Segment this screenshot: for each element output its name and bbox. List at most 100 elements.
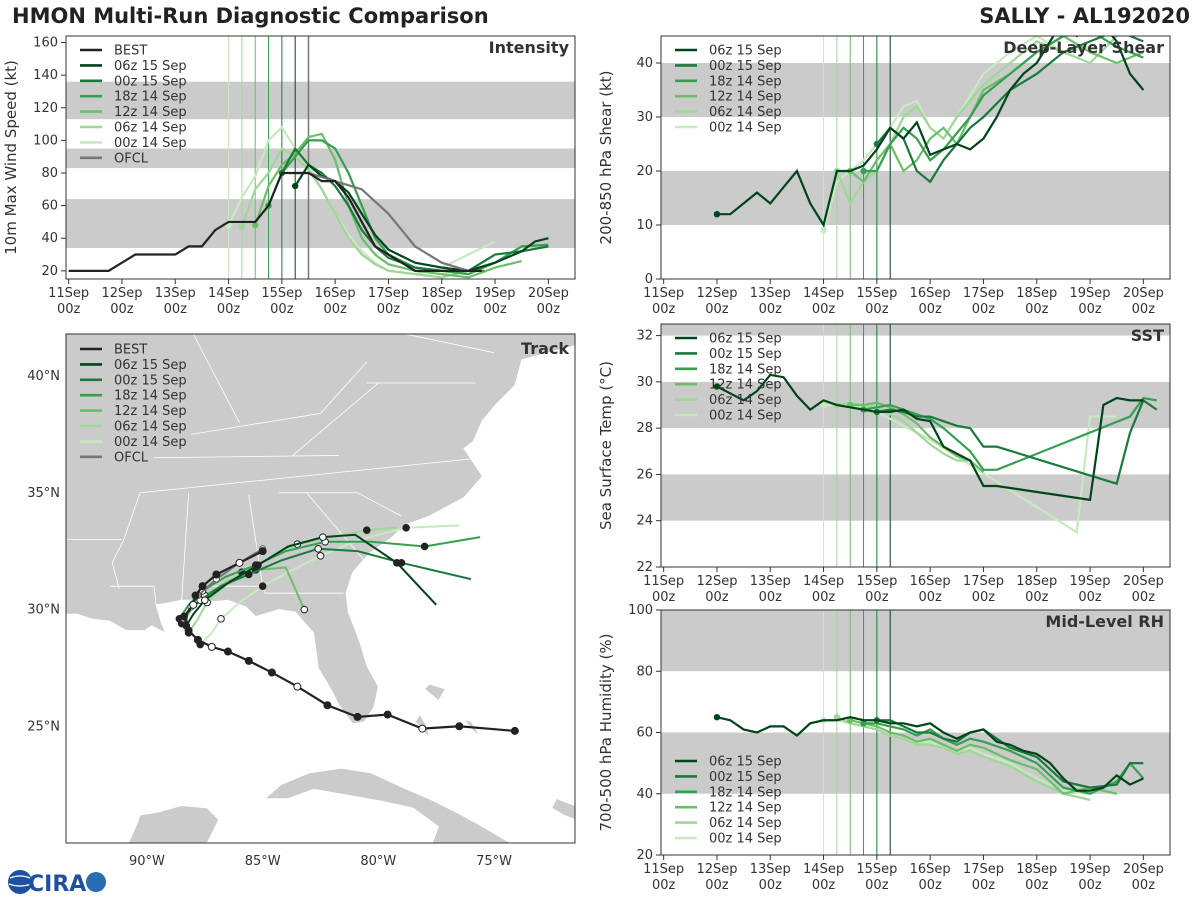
rh-ytick-label: 80 <box>636 664 653 679</box>
intensity-frame <box>65 35 576 280</box>
sst-plot-area <box>661 324 1170 567</box>
sst-ytick-label: 26 <box>636 467 653 482</box>
track-best-point <box>207 642 216 651</box>
rh-panel: 2040608010011Sep00z12Sep00z13Sep00z14Sep… <box>597 603 1171 893</box>
intensity-series-start-point <box>252 221 259 229</box>
shear-legend-label: 06z 15 Sep <box>709 44 782 59</box>
sst-xtick-label: 00z <box>1132 590 1156 605</box>
sst-series-line <box>863 396 1157 471</box>
state-border <box>153 455 340 459</box>
rh-xtick-label: 14Sep <box>803 862 844 877</box>
land-polygon <box>263 767 512 843</box>
track-legend-label: 06z 14 Sep <box>114 420 187 435</box>
rh-xtick-label: 17Sep <box>963 862 1004 877</box>
shear-xtick-label: 20Sep <box>1123 286 1164 301</box>
shear-xtick-label: 00z <box>652 302 676 317</box>
shear-legend-label: 12z 14 Sep <box>709 90 782 105</box>
shear-series-start-point <box>860 167 867 175</box>
track-ytick-label: 30°N <box>27 603 60 618</box>
track-best-point <box>184 626 193 635</box>
sst-xtick-label: 16Sep <box>910 574 951 589</box>
intensity-xtick-label: 15Sep <box>261 286 302 301</box>
rh-xtick-label: 15Sep <box>856 862 897 877</box>
rh-xtick-label: 00z <box>865 878 889 893</box>
rh-xtick-label: 20Sep <box>1123 862 1164 877</box>
sst-xtick-label: 00z <box>972 590 996 605</box>
intensity-xtick-label: 11Sep <box>48 286 89 301</box>
rh-series-start-point <box>713 713 721 721</box>
intensity-ofcl-line <box>295 171 485 272</box>
intensity-legend-label: 06z 15 Sep <box>114 59 187 74</box>
shear-series-line <box>876 36 1144 184</box>
shear-xtick-label: 00z <box>759 302 783 317</box>
track-best-point <box>418 724 427 733</box>
shear-xtick-label: 00z <box>1132 302 1156 317</box>
track-forecast-point <box>319 533 327 541</box>
track-best-point <box>353 712 362 721</box>
intensity-ytick-label: 60 <box>41 199 58 214</box>
sst-xtick-label: 11Sep <box>643 574 684 589</box>
track-best-point <box>235 558 244 567</box>
track-best-point <box>198 582 207 591</box>
sst-xtick-label: 19Sep <box>1070 574 1111 589</box>
track-forecast-point <box>201 596 209 604</box>
rh-series-start-point <box>860 720 867 727</box>
state-border <box>278 492 402 517</box>
track-best-point <box>212 570 221 579</box>
intensity-xtick-label: 19Sep <box>475 286 516 301</box>
sst-xtick-label: 00z <box>1025 590 1049 605</box>
state-border <box>292 382 379 456</box>
sst-frame <box>660 323 1171 568</box>
intensity-band <box>66 199 575 249</box>
track-forecast-point <box>258 582 267 590</box>
track-forecast-point <box>254 561 262 569</box>
state-border <box>111 492 141 589</box>
track-forecast-point <box>217 615 225 623</box>
sst-xtick-label: 00z <box>865 590 889 605</box>
logo-text: CIRA <box>28 872 86 896</box>
sst-series-start-point <box>820 401 827 409</box>
rh-series-line <box>849 719 1117 795</box>
sst-legend-label: 00z 15 Sep <box>709 347 782 362</box>
sst-xtick-label: 18Sep <box>1016 574 1057 589</box>
shear-legend-label: 00z 14 Sep <box>709 121 782 136</box>
track-best-point <box>193 635 202 644</box>
intensity-legend-label: 00z 15 Sep <box>114 74 187 89</box>
track-frame <box>65 333 576 844</box>
sst-ylabel: Sea Surface Temp (°C) <box>597 361 615 530</box>
track-forecast-line <box>199 524 460 646</box>
intensity-ylabel: 10m Max Wind Speed (kt) <box>2 60 20 255</box>
rh-plot-area <box>661 610 1170 855</box>
sst-title: SST <box>1131 326 1164 345</box>
track-best-point <box>323 701 332 710</box>
intensity-ytick-label: 120 <box>33 101 58 116</box>
sst-ytick-label: 32 <box>636 329 653 344</box>
track-forecast-line <box>185 533 437 627</box>
track-panel: 90°W 85°W 80°W 75°W 25°N 30°N 35°N 40°N Track BES… <box>27 333 576 869</box>
sst-xtick-label: 00z <box>1078 590 1102 605</box>
shear-xtick-label: 14Sep <box>803 286 844 301</box>
shear-series-line <box>863 36 1144 173</box>
intensity-series-line <box>240 146 496 279</box>
rh-legend-label: 00z 14 Sep <box>709 832 782 847</box>
shear-plot-area <box>661 36 1170 279</box>
state-border <box>109 585 157 605</box>
track-forecast-point <box>300 605 309 614</box>
track-best-point <box>267 668 276 677</box>
sst-series-line <box>850 401 985 473</box>
rh-legend-label: 06z 14 Sep <box>709 816 782 831</box>
sst-series-start-point <box>713 383 721 390</box>
sst-legend-label: 18z 14 Sep <box>709 362 782 377</box>
track-title: Track <box>521 339 569 358</box>
shear-xtick-label: 19Sep <box>1070 286 1111 301</box>
track-xtick-label: 75°W <box>476 854 512 869</box>
rh-series-line <box>716 716 1144 792</box>
sst-panel: 22242628303211Sep00z12Sep00z13Sep00z14Se… <box>597 323 1171 605</box>
intensity-xtick-label: 16Sep <box>315 286 356 301</box>
sst-band <box>661 324 1170 336</box>
storm-title: SALLY - AL192020 <box>979 4 1190 28</box>
intensity-legend-label: BEST <box>114 44 147 59</box>
shear-ytick-label: 10 <box>636 218 653 233</box>
shear-ytick-label: 20 <box>636 164 653 179</box>
